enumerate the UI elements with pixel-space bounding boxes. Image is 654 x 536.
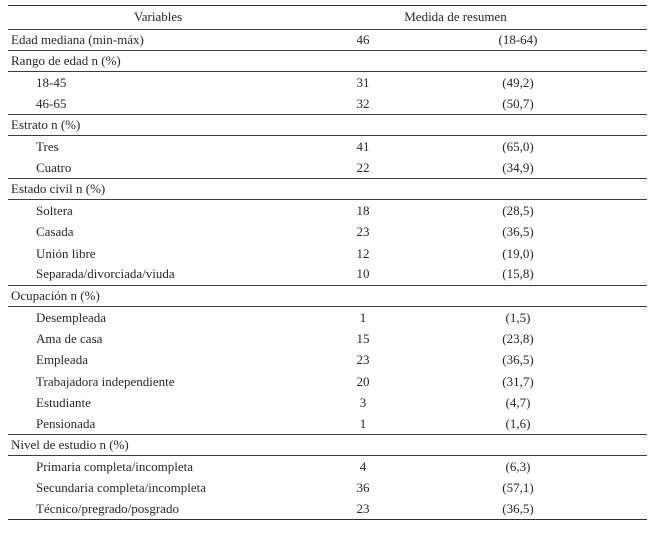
row-n-value: 3 [359, 395, 367, 411]
row-label: Unión libre [36, 245, 96, 261]
row-pct-value: (1,5) [505, 309, 531, 325]
row-pct-value: (6,3) [505, 459, 531, 475]
row-label: Estudiante [36, 395, 91, 411]
row-label: Primaria completa/incompleta [36, 459, 194, 475]
row-pct-value: (49,2) [502, 74, 534, 90]
table-row: 18-45 31 (49,2) [8, 72, 647, 93]
table-header-row: Variables Medida de resumen [8, 6, 647, 30]
row-n-value: 15 [356, 330, 370, 346]
table-row: Primaria completa/incompleta 4 (6,3) [8, 456, 647, 477]
row-label: Pensionada [36, 415, 96, 431]
section-row: Estrato n (%) [8, 115, 647, 137]
row-n-value: 12 [356, 245, 370, 261]
table-row: Empleada 23 (36,5) [8, 350, 647, 371]
row-label: Empleada [36, 352, 88, 368]
row-label: Secundaria completa/incompleta [36, 480, 207, 496]
table-row: Edad mediana (min-máx) 46 (18-64) [8, 30, 647, 51]
section-row: Rango de edad n (%) [8, 51, 647, 73]
row-pct-value: (57,1) [502, 480, 534, 496]
row-n-value: 32 [356, 95, 370, 111]
section-row: Ocupación n (%) [8, 286, 647, 307]
table-row: Casada 23 (36,5) [8, 222, 647, 243]
section-label: Estrato n (%) [11, 117, 81, 133]
table-row: Cuatro 22 (34,9) [8, 158, 647, 179]
table-row: Técnico/pregrado/posgrado 23 (36,5) [8, 499, 647, 521]
table-row: Trabajadora independiente 20 (31,7) [8, 371, 647, 392]
table-row: Unión libre 12 (19,0) [8, 243, 647, 264]
table-row: Desempleada 1 (1,5) [8, 307, 647, 328]
section-label: Nivel de estudio n (%) [11, 437, 129, 453]
row-label: Técnico/pregrado/posgrado [36, 501, 179, 517]
table-row: Soltera 18 (28,5) [8, 200, 647, 221]
row-n-value: 31 [356, 74, 370, 90]
row-label: 46-65 [36, 95, 67, 111]
row-pct-value: (34,9) [502, 159, 534, 175]
table-row: Ama de casa 15 (23,8) [8, 328, 647, 349]
row-pct-value: (19,0) [502, 245, 534, 261]
summary-table: Variables Medida de resumen Edad mediana… [8, 5, 647, 521]
row-label: Cuatro [36, 159, 72, 175]
row-n-value: 36 [356, 480, 370, 496]
row-pct-value: (28,5) [502, 202, 534, 218]
row-n-value: 18 [356, 202, 370, 218]
row-pct-value: (15,8) [502, 266, 534, 282]
row-pct-value: (1,6) [505, 415, 531, 431]
row-n-value: 23 [356, 352, 370, 368]
row-pct-value: (36,5) [502, 501, 534, 517]
row-pct-value: (18-64) [498, 31, 538, 47]
table-row: Secundaria completa/incompleta 36 (57,1) [8, 478, 647, 499]
table-row: Separada/divorciada/viuda 10 (15,8) [8, 264, 647, 286]
column-header-medida: Medida de resumen [404, 9, 507, 25]
row-pct-value: (36,5) [502, 224, 534, 240]
row-n-value: 23 [356, 224, 370, 240]
row-label: Ama de casa [36, 330, 103, 346]
table-row: 46-65 32 (50,7) [8, 94, 647, 115]
row-n-value: 46 [356, 31, 370, 47]
row-label: Separada/divorciada/viuda [36, 266, 175, 282]
section-row: Nivel de estudio n (%) [8, 435, 647, 457]
row-pct-value: (65,0) [502, 138, 534, 154]
section-row: Estado civil n (%) [8, 179, 647, 201]
row-n-value: 23 [356, 501, 370, 517]
row-pct-value: (23,8) [502, 330, 534, 346]
row-n-value: 10 [356, 266, 370, 282]
row-n-value: 4 [359, 459, 367, 475]
row-n-value: 41 [356, 138, 370, 154]
section-label: Estado civil n (%) [11, 181, 106, 197]
row-pct-value: (36,5) [502, 352, 534, 368]
row-pct-value: (50,7) [502, 95, 534, 111]
row-n-value: 1 [359, 415, 367, 431]
row-label: 18-45 [36, 74, 67, 90]
row-label: Edad mediana (min-máx) [11, 31, 144, 47]
section-label: Rango de edad n (%) [11, 53, 121, 69]
row-n-value: 1 [359, 309, 367, 325]
row-label: Tres [36, 138, 59, 154]
row-pct-value: (4,7) [505, 395, 531, 411]
table-row: Pensionada 1 (1,6) [8, 414, 647, 436]
row-label: Soltera [36, 202, 73, 218]
table-row: Estudiante 3 (4,7) [8, 392, 647, 413]
section-label: Ocupación n (%) [11, 287, 100, 303]
row-n-value: 20 [356, 373, 370, 389]
row-pct-value: (31,7) [502, 373, 534, 389]
table-row: Tres 41 (65,0) [8, 136, 647, 157]
row-n-value: 22 [356, 159, 370, 175]
row-label: Casada [36, 224, 74, 240]
row-label: Trabajadora independiente [36, 373, 175, 389]
column-header-variables: Variables [133, 9, 183, 25]
row-label: Desempleada [36, 309, 107, 325]
